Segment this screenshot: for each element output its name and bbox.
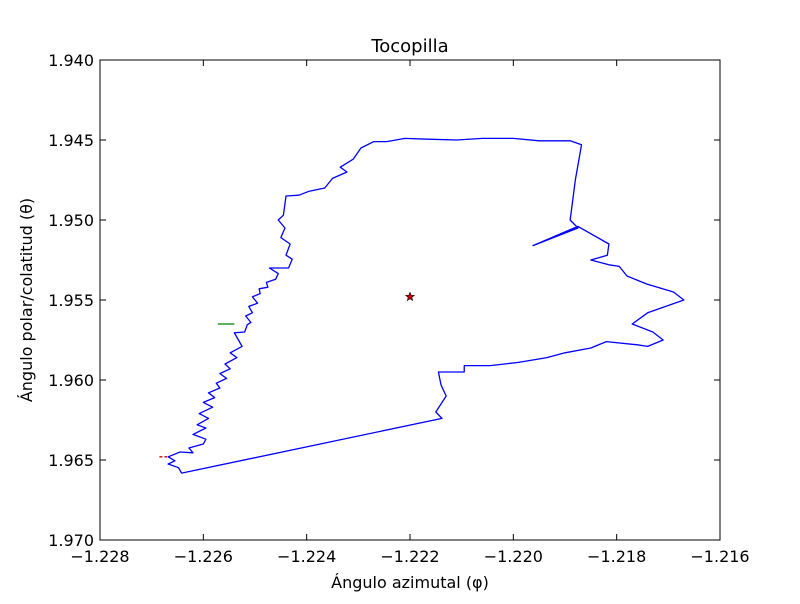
axis-ticks: −1.228 −1.226 −1.224 −1.222 −1.220 −1.218 −1.2… bbox=[48, 51, 749, 566]
y-axis-label: Ángulo polar/colatitud (θ) bbox=[17, 198, 36, 402]
x-tick-label: −1.226 bbox=[174, 547, 233, 566]
y-tick-label: 1.940 bbox=[48, 51, 94, 70]
series-line-1 bbox=[167, 137, 685, 474]
y-tick-label: 1.970 bbox=[48, 531, 94, 550]
x-tick-label: −1.224 bbox=[277, 547, 336, 566]
chart-title: Tocopilla bbox=[370, 36, 448, 57]
y-tick-label: 1.955 bbox=[48, 291, 94, 310]
x-axis-label: Ángulo azimutal (φ) bbox=[331, 573, 489, 592]
y-tick-label: 1.950 bbox=[48, 211, 94, 230]
y-tick-label: 1.945 bbox=[48, 131, 94, 150]
x-tick-label: −1.216 bbox=[690, 547, 749, 566]
star-marker-1 bbox=[404, 291, 416, 302]
plot-area bbox=[159, 137, 685, 474]
x-tick-label: −1.218 bbox=[587, 547, 646, 566]
y-tick-label: 1.960 bbox=[48, 371, 94, 390]
plot-frame bbox=[99, 59, 721, 541]
y-tick-label: 1.965 bbox=[48, 451, 94, 470]
x-tick-label: −1.222 bbox=[380, 547, 439, 566]
x-tick-label: −1.220 bbox=[484, 547, 543, 566]
x-tick-label: −1.228 bbox=[70, 547, 129, 566]
